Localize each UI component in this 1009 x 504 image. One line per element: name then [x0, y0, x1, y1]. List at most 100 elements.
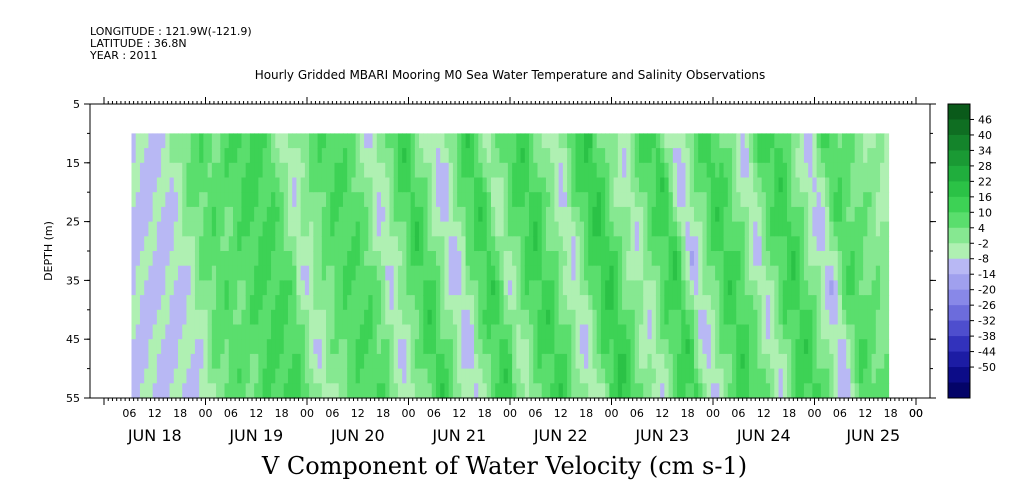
field-cell [685, 162, 691, 179]
field-cell [850, 148, 856, 164]
x-tick-label: 18 [275, 407, 289, 420]
field-cell [410, 148, 416, 164]
field-cell [520, 309, 526, 326]
field-cell [199, 133, 204, 149]
field-cell [770, 309, 775, 326]
field-cell [224, 133, 230, 149]
field-cell [135, 324, 141, 340]
field-cell [364, 324, 369, 340]
field-cell [672, 339, 678, 355]
field-cell [816, 324, 822, 340]
field-cell [326, 133, 331, 149]
field-cell [338, 148, 344, 164]
field-cell [596, 177, 602, 193]
field-cell [512, 295, 517, 311]
field-cell [605, 236, 610, 252]
field-cell [715, 192, 720, 208]
field-cell [579, 177, 585, 193]
field-cell [841, 368, 847, 384]
field-cell [643, 206, 649, 223]
field-cell [156, 251, 162, 267]
field-cell [165, 383, 171, 399]
field-cell [486, 192, 492, 208]
field-cell [342, 251, 348, 267]
field-cell [300, 295, 306, 311]
field-cell [761, 133, 767, 149]
field-cell [617, 133, 623, 149]
field-cell [638, 383, 644, 399]
field-cell [545, 148, 551, 164]
field-cell [414, 162, 420, 179]
field-cell [837, 206, 843, 223]
field-cell [165, 148, 171, 164]
field-cell [554, 206, 560, 223]
field-cell [431, 368, 437, 384]
field-cell [833, 236, 839, 252]
field-cell [135, 339, 141, 355]
field-cell [347, 368, 353, 384]
field-cell [668, 353, 674, 370]
field-cell [359, 206, 365, 223]
field-cell [300, 133, 306, 149]
field-cell [854, 353, 860, 370]
field-cell [304, 324, 310, 340]
field-cell [736, 192, 742, 208]
field-cell [613, 251, 619, 267]
field-cell [495, 368, 501, 384]
field-cell [753, 353, 759, 370]
field-cell [672, 133, 678, 149]
field-cell [216, 324, 221, 340]
field-cell [782, 236, 788, 252]
field-cell [825, 339, 830, 355]
field-cell [287, 221, 293, 237]
field-cell [545, 309, 551, 326]
field-cell [732, 236, 737, 252]
field-cell [651, 353, 657, 370]
field-cell [266, 265, 272, 281]
field-cell [271, 383, 276, 399]
field-cell [537, 177, 543, 193]
field-cell [283, 192, 289, 208]
colorbar-swatch [948, 196, 970, 213]
field-cell [634, 383, 640, 399]
x-day-label: JUN 21 [431, 426, 486, 445]
field-cell [757, 177, 763, 193]
field-cell [782, 206, 788, 223]
field-cell [761, 221, 767, 237]
field-cell [486, 383, 492, 399]
field-cell [304, 295, 310, 311]
field-cell [254, 206, 259, 223]
field-cell [414, 353, 420, 370]
field-cell [638, 148, 644, 164]
field-cell [275, 280, 281, 296]
field-cell [237, 133, 243, 149]
field-cell [182, 339, 188, 355]
field-cell [224, 221, 230, 237]
field-cell [533, 221, 539, 237]
field-cell [727, 368, 733, 384]
field-cell [571, 177, 577, 193]
field-cell [622, 339, 627, 355]
field-cell [812, 251, 818, 267]
field-cell [232, 192, 238, 208]
field-cell [249, 383, 255, 399]
field-cell [161, 133, 166, 149]
field-cell [808, 353, 813, 370]
field-cell [368, 383, 374, 399]
field-cell [698, 353, 704, 370]
field-cell [770, 353, 775, 370]
field-cell [507, 236, 513, 252]
field-cell [782, 221, 788, 237]
y-tick-label: 25 [66, 216, 80, 229]
field-cell [778, 339, 784, 355]
field-cell [660, 353, 665, 370]
field-cell [512, 221, 517, 237]
field-cell [131, 353, 137, 370]
field-cell [262, 295, 268, 311]
field-cell [194, 221, 200, 237]
field-cell [871, 162, 877, 179]
field-cell [178, 162, 183, 179]
field-cell [156, 295, 162, 311]
field-cell [457, 133, 462, 149]
field-cell [541, 177, 547, 193]
